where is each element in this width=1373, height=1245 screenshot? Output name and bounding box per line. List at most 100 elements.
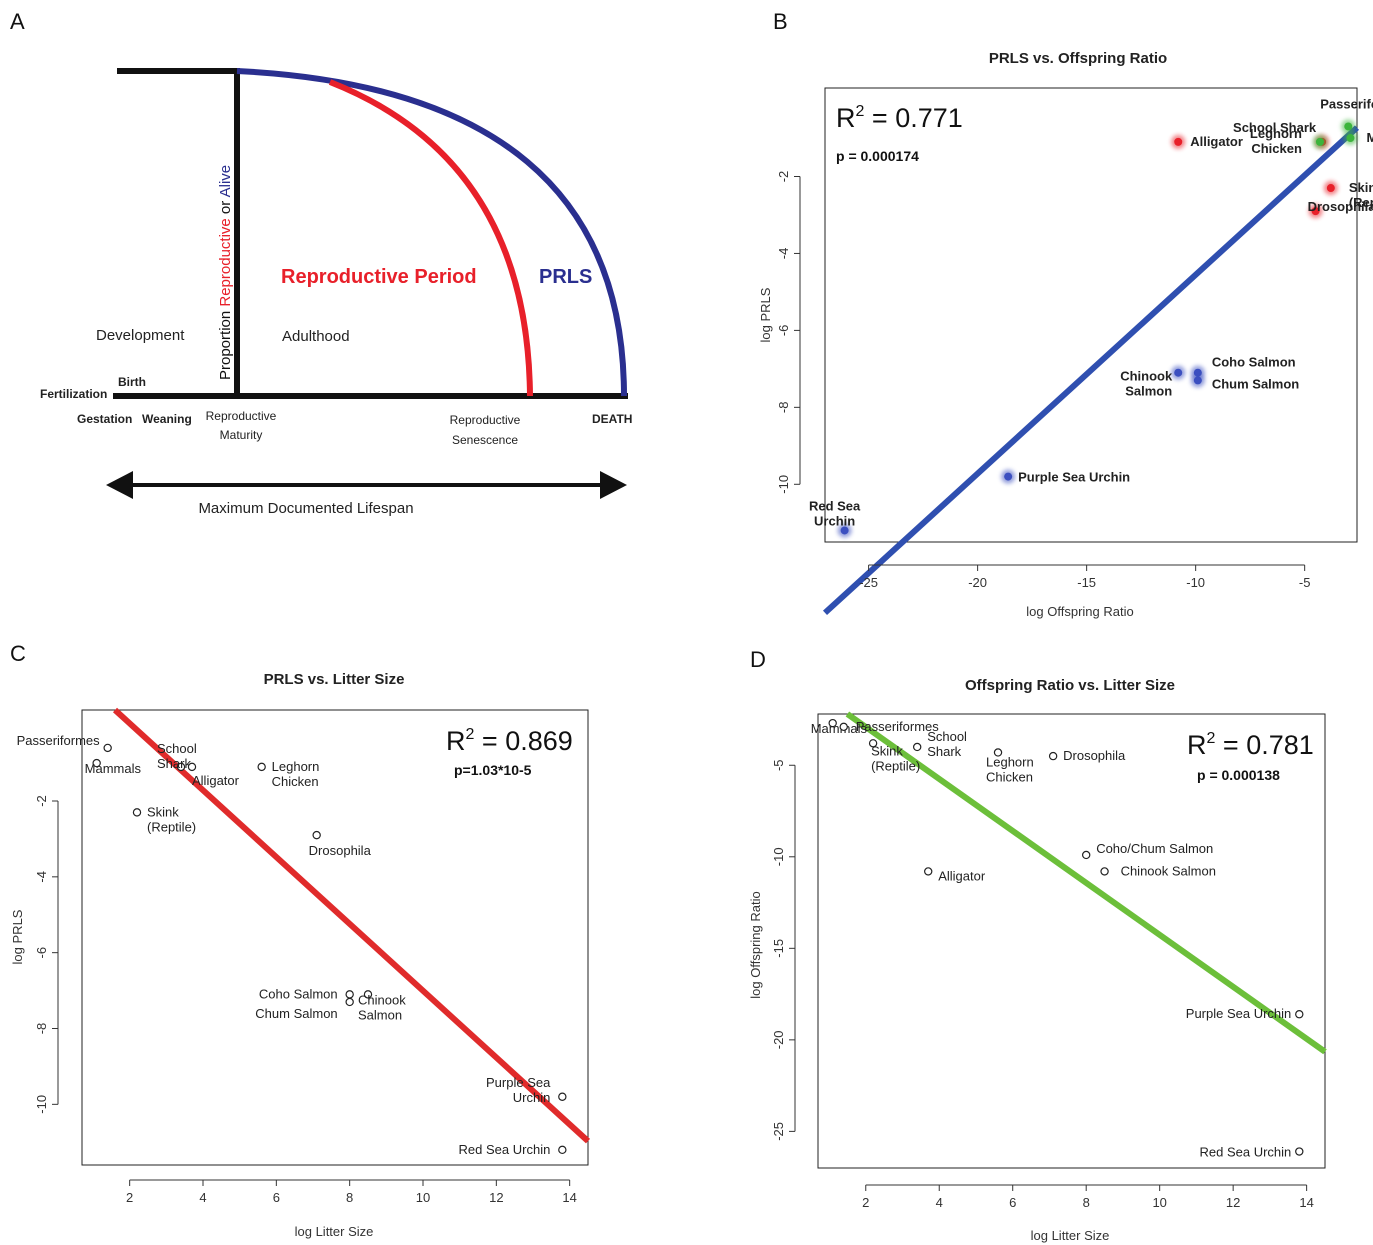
chart-b: PRLS vs. Offspring Ratio AlligatorSchool… <box>758 50 1373 619</box>
chart-b-point <box>1326 184 1335 193</box>
chart-c-point-label: Purple Sea <box>486 1075 551 1090</box>
chart-c-point-label: Salmon <box>358 1007 402 1022</box>
chart-d-point-label: (Reptile) <box>871 758 920 773</box>
chart-b-point-label: Chum Salmon <box>1212 376 1299 391</box>
chart-b-y-tick-label: -8 <box>776 402 791 414</box>
development-label: Development <box>96 327 185 344</box>
chart-c-y-label: log PRLS <box>10 909 25 964</box>
chart-c-point <box>187 762 197 772</box>
chart-b-point-label: Mammals <box>1366 130 1373 145</box>
chart-d-point-label: Coho/Chum Salmon <box>1096 841 1213 856</box>
chart-c-point <box>132 808 142 817</box>
lifespan-label: Maximum Documented Lifespan <box>198 500 413 517</box>
reproductive-curve <box>328 79 533 397</box>
chart-d-point-label: Skink <box>871 743 903 758</box>
gestation-label: Gestation <box>77 412 132 426</box>
chart-b-point <box>1193 376 1202 385</box>
reproductive-senescence-label-1: Reproductive <box>450 413 521 427</box>
chart-c-x-tick-label: 12 <box>489 1190 503 1205</box>
fertilization-label: Fertilization <box>40 387 107 401</box>
chart-d-r2: R2 = 0.781 <box>1187 730 1314 760</box>
chart-c-x-tick-label: 4 <box>199 1190 206 1205</box>
chart-d-point <box>924 867 933 876</box>
reproductive-maturity-label-2: Maturity <box>220 428 263 442</box>
chart-c-title: PRLS vs. Litter Size <box>264 671 405 688</box>
chart-d-point <box>912 742 922 752</box>
chart-c-point-label: Shark <box>157 756 191 771</box>
chart-b-point <box>1174 368 1183 377</box>
chart-d-point-label: Drosophila <box>1063 748 1126 763</box>
chart-c-point-label: Drosophila <box>309 843 372 858</box>
prls-label: PRLS <box>539 266 592 288</box>
chart-d-y-tick-label: -15 <box>771 939 786 958</box>
chart-b-p-value: p = 0.000174 <box>836 148 919 164</box>
chart-d: Offspring Ratio vs. Litter Size MammalsP… <box>748 677 1327 1243</box>
chart-d-x-tick-label: 6 <box>1009 1195 1016 1210</box>
chart-b-x-tick-label: -10 <box>1186 575 1205 590</box>
chart-b-point-label: School Shark <box>1233 120 1317 135</box>
chart-b-y-label: log PRLS <box>758 287 773 342</box>
chart-b-point <box>1346 134 1355 143</box>
prls-curve <box>236 68 627 397</box>
chart-c-point <box>363 990 373 999</box>
death-label: DEATH <box>592 412 632 426</box>
chart-b-x-tick-label: -15 <box>1077 575 1096 590</box>
chart-c-point <box>345 990 354 999</box>
panel-label-b: B <box>773 9 788 34</box>
chart-c-point-label: Passeriformes <box>17 733 101 748</box>
chart-d-x-tick-label: 10 <box>1152 1195 1166 1210</box>
chart-d-point <box>1100 867 1109 876</box>
chart-d-point <box>1295 1010 1304 1019</box>
chart-b-point-label: Chinook <box>1120 369 1173 384</box>
reproductive-maturity-label-1: Reproductive <box>206 409 277 423</box>
chart-c-point-label: Mammals <box>85 761 142 776</box>
chart-d-point-label: Passeriformes <box>856 719 940 734</box>
chart-b-point-label: Skink <box>1349 180 1373 195</box>
chart-c-point-label: Red Sea Urchin <box>459 1142 551 1157</box>
chart-b-fit-line <box>822 125 1360 616</box>
chart-d-point <box>868 739 878 748</box>
chart-d-point <box>993 748 1003 757</box>
lifespan-diagram: Proportion Reproductive or Alive Reprodu… <box>40 68 632 517</box>
chart-d-point-label: Alligator <box>938 868 986 883</box>
chart-d-point <box>1081 850 1091 860</box>
chart-d-title: Offspring Ratio vs. Litter Size <box>965 677 1175 694</box>
chart-d-point-label: Mammals <box>811 721 868 736</box>
chart-c-point-label: Leghorn <box>272 759 320 774</box>
chart-d-x-tick-label: 12 <box>1226 1195 1240 1210</box>
chart-d-y-tick-label: -20 <box>771 1030 786 1049</box>
chart-b-point-label: Urchin <box>814 513 855 528</box>
chart-d-y-tick-label: -25 <box>771 1122 786 1141</box>
chart-b-y-tick-label: -10 <box>776 475 791 494</box>
chart-d-y-tick-label: -10 <box>771 847 786 866</box>
chart-d-x-tick-label: 8 <box>1083 1195 1090 1210</box>
chart-c-x-tick-label: 8 <box>346 1190 353 1205</box>
chart-b-point-label: Purple Sea Urchin <box>1018 470 1130 485</box>
birth-label: Birth <box>118 375 146 389</box>
chart-c-x-tick-label: 6 <box>273 1190 280 1205</box>
chart-c-point-label: Urchin <box>513 1090 551 1105</box>
lifespan-arrow-left-head <box>106 471 133 499</box>
chart-c-y-tick-label: -2 <box>34 795 49 807</box>
chart-b-r2: R2 = 0.771 <box>836 103 963 133</box>
chart-d-x-tick-label: 14 <box>1299 1195 1313 1210</box>
chart-d-point <box>828 718 837 728</box>
chart-d-x-label: log Litter Size <box>1031 1228 1110 1243</box>
chart-c-point <box>257 762 266 772</box>
chart-c-point <box>92 758 101 768</box>
chart-d-point-label: Shark <box>927 744 961 759</box>
chart-b-point <box>840 526 849 535</box>
chart-c-point-label: Skink <box>147 804 179 819</box>
chart-d-point-label: Red Sea Urchin <box>1200 1145 1292 1160</box>
chart-d-point <box>839 722 848 732</box>
chart-b-point <box>1344 122 1353 131</box>
chart-c-x-tick-label: 2 <box>126 1190 133 1205</box>
chart-b-y-tick-label: -6 <box>776 325 791 337</box>
chart-c-y-tick-label: -6 <box>34 947 49 959</box>
chart-c-x-tick-label: 10 <box>416 1190 430 1205</box>
chart-d-plot-frame <box>817 713 1326 1169</box>
chart-d-point-label: Leghorn <box>986 754 1034 769</box>
chart-b-x-tick-label: -25 <box>859 575 878 590</box>
chart-c-point <box>103 743 112 753</box>
